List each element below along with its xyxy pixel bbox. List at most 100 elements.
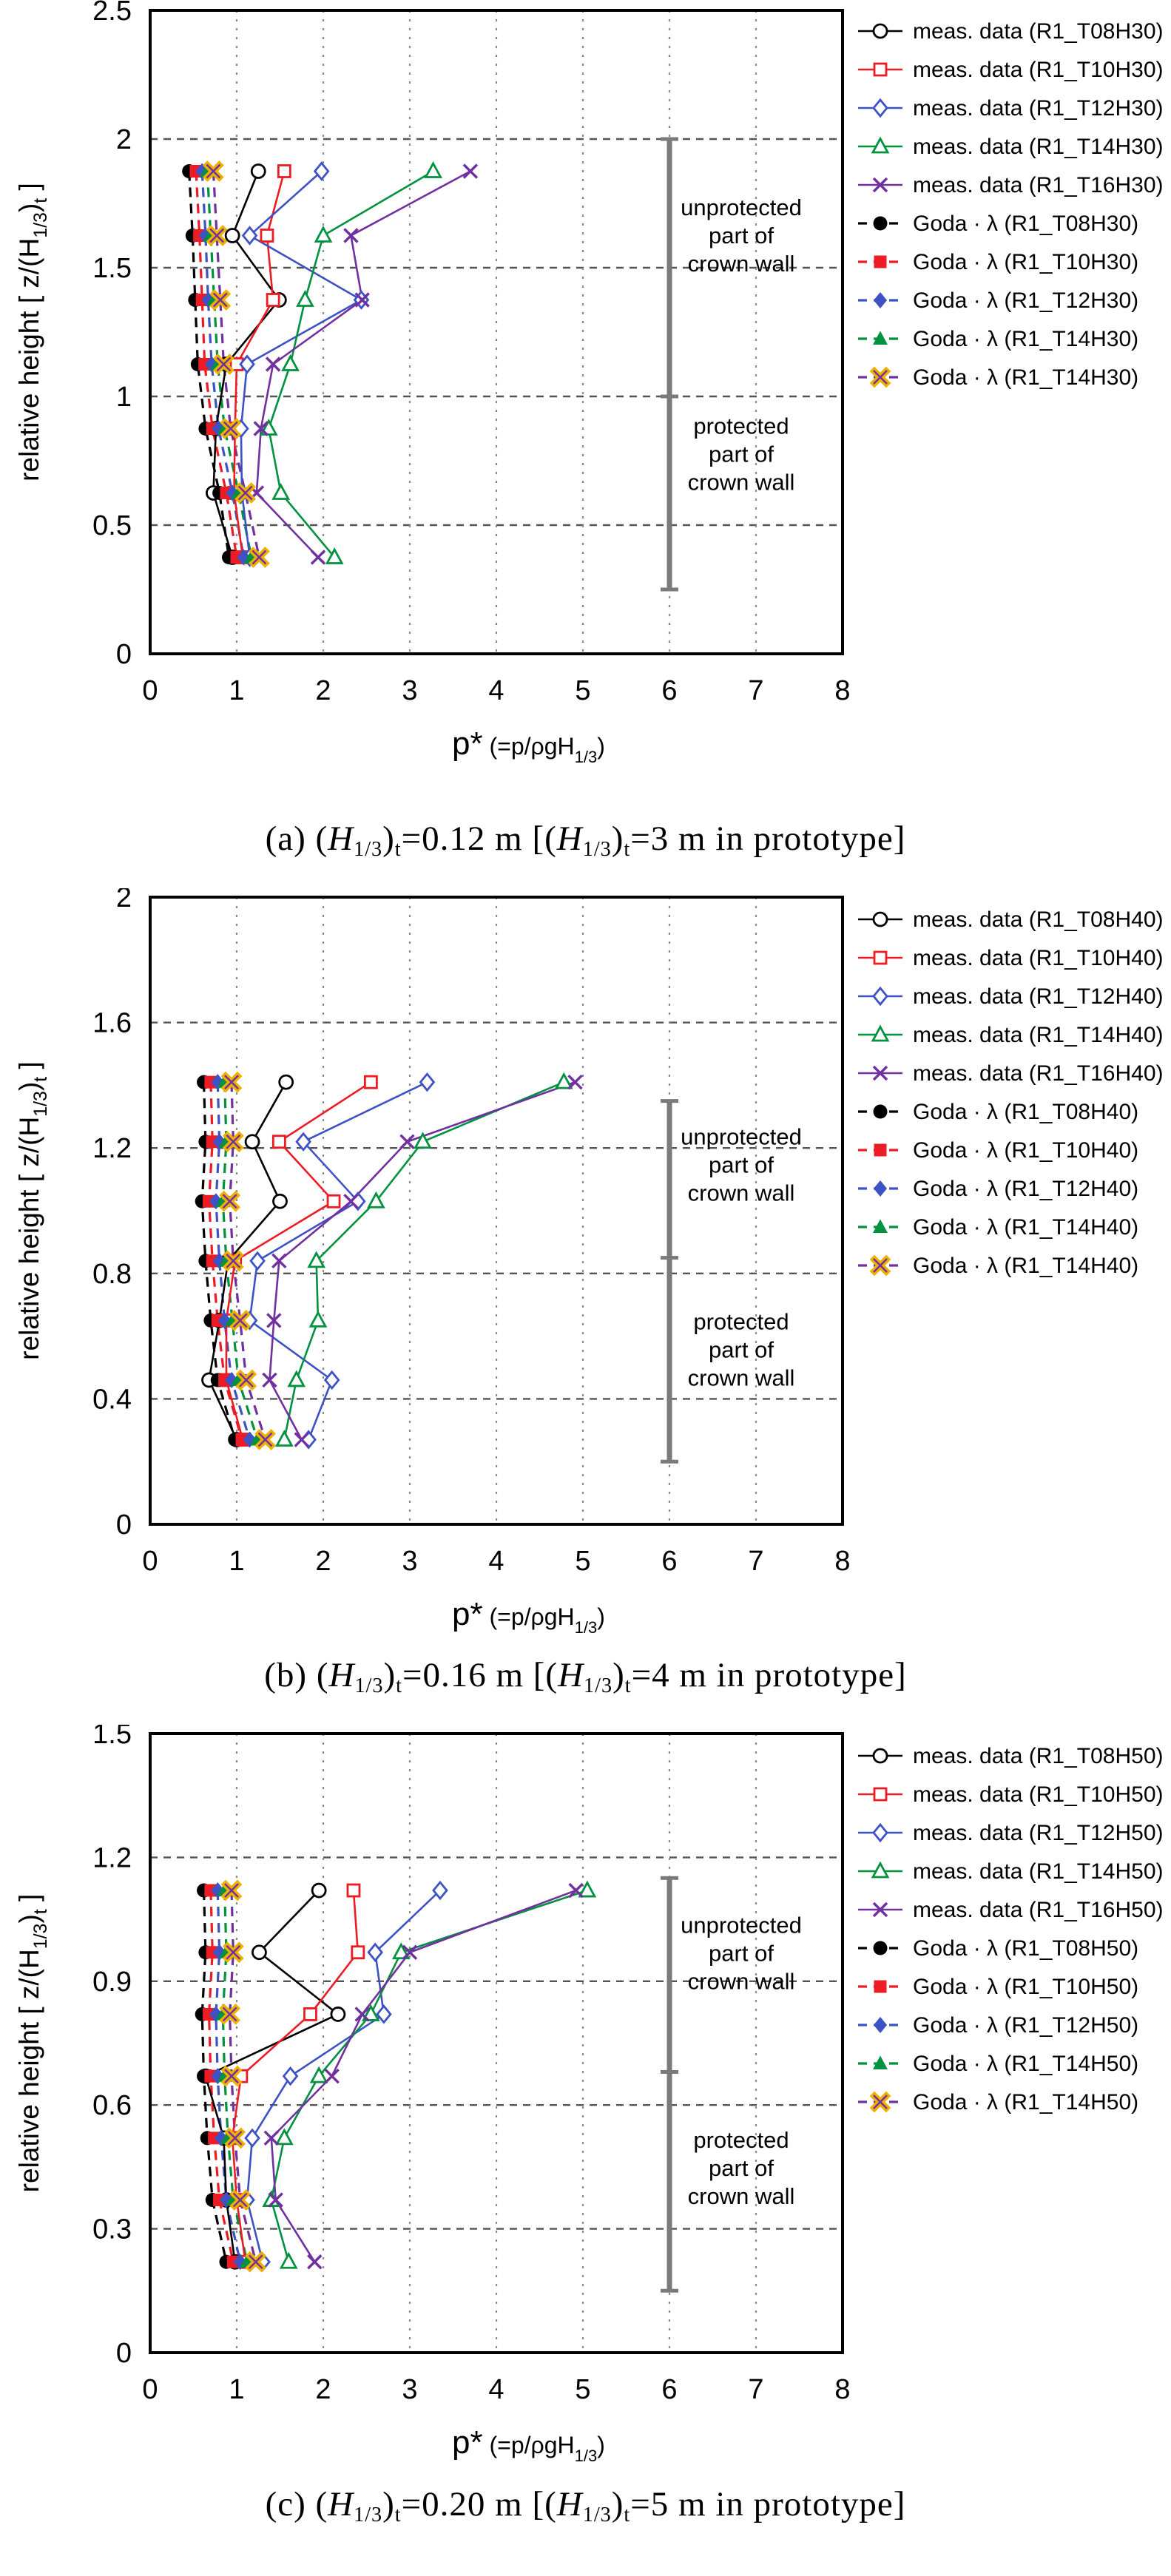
legend-f-square-icon [874, 255, 887, 268]
caption-fragment: t [624, 837, 631, 861]
x-axis-title: p* (=p/ρgH1/3) [452, 1596, 605, 1637]
x-tick-label: 4 [488, 1546, 504, 1577]
y-tick-label: 1.2 [92, 1842, 132, 1873]
o-square-marker-icon [351, 1945, 365, 1960]
legend-label: Goda · λ (R1_T12H30) [913, 288, 1138, 313]
caption-fragment: t [624, 2503, 631, 2526]
caption-fragment: =0.16 m [( [402, 1656, 558, 1694]
o-circle-marker-icon [278, 1074, 294, 1090]
o-triangle-marker-icon [275, 1430, 294, 1447]
caption-fragment: H [558, 1656, 584, 1694]
legend-item-goda-8: Goda · λ (R1_T14H40) [858, 1215, 1138, 1240]
x-tick-label: 6 [661, 675, 677, 706]
y-axis-title: relative height [ z/(H1/3)t ] [14, 1061, 51, 1360]
o-diamond-marker-icon [376, 2004, 392, 2024]
x-tick-label: 4 [488, 675, 504, 706]
x-tick-label: 6 [661, 2374, 677, 2405]
f-diamond-marker-icon [209, 1193, 223, 1210]
plot-border [149, 9, 844, 655]
legend-label: Goda · λ (R1_T14H30) [913, 327, 1138, 351]
legend-label: meas. data (R1_T12H40) [913, 984, 1164, 1009]
crown-wall-extent-bar [661, 137, 678, 592]
gold-x-marker-icon [224, 2127, 246, 2149]
legend-f-circle-icon [873, 1104, 888, 1119]
caption-fragment: t [394, 837, 402, 861]
caption-fragment: ) [611, 819, 624, 858]
caption-fragment: =0.12 m [( [401, 819, 557, 858]
legend-item-goda-9: Goda · λ (R1_T14H40) [858, 1254, 1138, 1278]
o-triangle-marker-icon [279, 2251, 298, 2269]
caption-fragment: ) [382, 2485, 395, 2523]
o-square-marker-icon [326, 1194, 341, 1208]
legend: meas. data (R1_T08H30) meas. data (R1_T10… [858, 19, 1164, 390]
legend-o-triangle-icon [871, 1861, 890, 1879]
o-diamond-marker-icon [323, 1370, 340, 1390]
gold-x-marker-icon [220, 2065, 243, 2087]
legend-label: meas. data (R1_T16H40) [913, 1061, 1164, 1086]
o-triangle-marker-icon [391, 1942, 411, 1960]
legend-item-meas-4: meas. data (R1_T16H30) [858, 173, 1164, 197]
o-circle-marker-icon [330, 2007, 346, 2022]
legend-gold-x-icon [869, 366, 891, 388]
caption-fragment: 1/3 [584, 1674, 613, 1697]
x-tick-label: 8 [834, 2374, 850, 2405]
x-tick-label: 6 [661, 1546, 677, 1577]
legend-item-meas-2: meas. data (R1_T12H30) [858, 96, 1164, 121]
plot-border [149, 1732, 844, 2354]
gold-x-marker-icon [220, 418, 242, 439]
legend-label: Goda · λ (R1_T14H50) [913, 2090, 1138, 2114]
x-marker-icon [266, 1313, 282, 1328]
caption-fragment: t [624, 1674, 632, 1697]
legend-label: meas. data (R1_T16H50) [913, 1898, 1164, 1922]
f-diamond-marker-icon [211, 2068, 225, 2085]
x-tick-labels: 0 1 2 3 4 5 6 7 8 [142, 1546, 850, 1577]
legend-label: meas. data (R1_T12H30) [913, 96, 1164, 121]
series-markers [195, 1071, 583, 1450]
x-tick-label: 3 [402, 2374, 417, 2405]
o-square-marker-icon [303, 2007, 317, 2021]
f-square-marker-icon [235, 1433, 249, 1447]
o-triangle-marker-icon [287, 1370, 306, 1387]
legend-label: Goda · λ (R1_T14H40) [913, 1254, 1138, 1278]
y-tick-label: 0.3 [92, 2214, 132, 2245]
o-circle-marker-icon [250, 163, 266, 179]
x-marker-icon [567, 1074, 583, 1090]
o-diamond-marker-icon [432, 1880, 448, 1901]
x-tick-label: 0 [142, 675, 158, 706]
legend-label: Goda · λ (R1_T08H50) [913, 1936, 1138, 1961]
caption-fragment: =5 m in prototype] [630, 2485, 906, 2523]
x-tick-label: 7 [748, 675, 763, 706]
o-triangle-marker-icon [554, 1072, 573, 1089]
x-marker-icon [265, 356, 281, 372]
legend-item-goda-9: Goda · λ (R1_T14H30) [858, 365, 1138, 390]
legend-item-goda-6: Goda · λ (R1_T10H30) [858, 250, 1138, 274]
legend-item-goda-7: Goda · λ (R1_T12H40) [858, 1177, 1138, 1201]
legend-o-diamond-icon [872, 98, 888, 118]
x-tick-label: 7 [748, 2374, 763, 2405]
legend-label: meas. data (R1_T14H50) [913, 1859, 1164, 1884]
o-diamond-marker-icon [367, 1942, 384, 1962]
caption-fragment: H [328, 819, 354, 858]
legend-o-circle-icon [872, 1748, 888, 1764]
o-diamond-marker-icon [282, 2066, 299, 2086]
y-tick-label: 1 [116, 382, 132, 413]
gold-x-marker-icon [209, 289, 232, 311]
gold-x-marker-icon [219, 1190, 241, 1212]
x-marker-icon [294, 1432, 309, 1447]
x-tick-labels: 0 1 2 3 4 5 6 7 8 [142, 2374, 850, 2405]
legend-item-meas-3: meas. data (R1_T14H50) [858, 1859, 1164, 1884]
x-marker-icon [402, 1944, 418, 1960]
x-tick-label: 5 [575, 1546, 590, 1577]
gold-x-marker-icon [222, 1131, 244, 1153]
o-diamond-marker-icon [244, 2128, 260, 2149]
gridlines [150, 897, 843, 1524]
legend-o-square-icon [873, 62, 888, 77]
x-tick-label: 3 [402, 1546, 417, 1577]
legend-item-goda-9: Goda · λ (R1_T14H50) [858, 2090, 1138, 2114]
o-triangle-marker-icon [414, 1132, 432, 1149]
x-marker-icon [307, 2254, 323, 2270]
caption-fragment: 1/3 [354, 837, 383, 861]
o-triangle-marker-icon [367, 1191, 385, 1208]
caption-fragment: t [394, 2503, 402, 2526]
annotation-protected: protected part of crown wall [688, 2127, 795, 2209]
